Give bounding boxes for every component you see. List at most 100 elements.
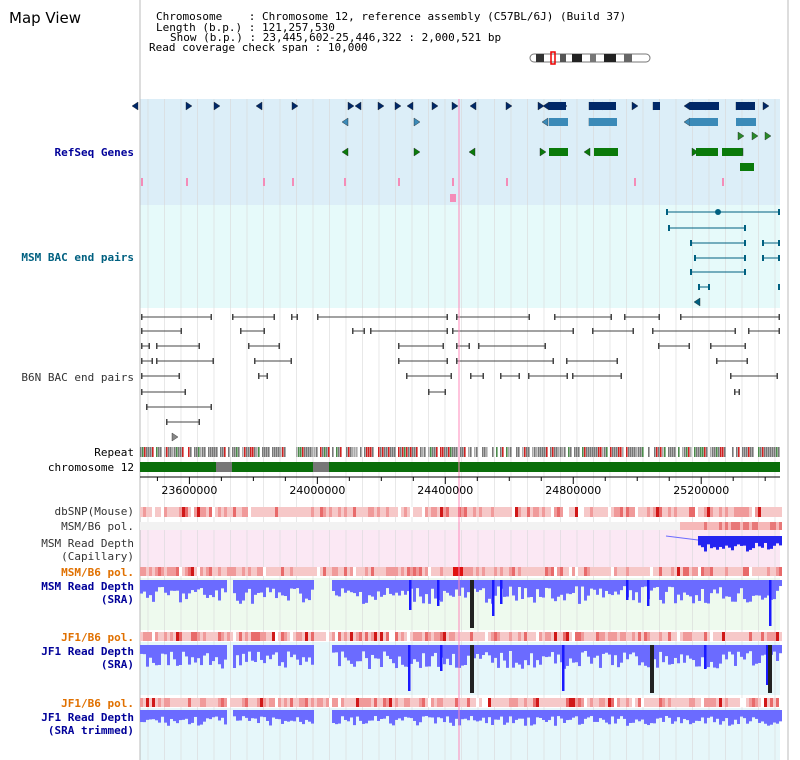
pol-heat-cell bbox=[428, 632, 431, 641]
pol-heat-cell bbox=[143, 698, 146, 707]
pol-heat-cell bbox=[761, 567, 764, 576]
pol-heat-cell bbox=[671, 698, 674, 707]
depth-bar bbox=[179, 645, 182, 665]
pol-heat-cell bbox=[695, 632, 698, 641]
repeat-element bbox=[536, 447, 538, 457]
pol-heat-cell bbox=[269, 632, 272, 641]
pol-heat-cell bbox=[155, 567, 158, 576]
repeat-element bbox=[614, 447, 616, 457]
pol-heat-cell bbox=[260, 522, 263, 530]
pol-heat-cell bbox=[635, 698, 638, 707]
pol-heat-cell bbox=[239, 698, 242, 707]
pol-heat-cell bbox=[152, 632, 155, 641]
depth-bar bbox=[716, 710, 719, 719]
bac-end bbox=[240, 328, 242, 334]
pol-heat-cell bbox=[299, 567, 302, 576]
depth-bar bbox=[764, 536, 767, 543]
depth-bar bbox=[731, 645, 734, 655]
pol-heat-cell bbox=[698, 507, 701, 517]
pol-heat-cell bbox=[557, 567, 560, 576]
repeat-element bbox=[278, 447, 280, 457]
depth-bar bbox=[659, 645, 662, 652]
depth-bar bbox=[587, 645, 590, 657]
pol-heat-cell bbox=[587, 698, 590, 707]
pol-heat-cell bbox=[278, 522, 281, 530]
pol-heat-cell bbox=[467, 567, 470, 576]
pol-heat-cell bbox=[515, 698, 518, 707]
pol-heat-cell bbox=[698, 567, 701, 576]
pol-heat-cell bbox=[434, 698, 437, 707]
pol-heat-cell bbox=[182, 522, 185, 530]
pol-heat-cell bbox=[341, 632, 344, 641]
pol-heat-cell bbox=[512, 522, 515, 530]
track-content[interactable] bbox=[131, 101, 782, 726]
pol-heat-cell bbox=[407, 567, 410, 576]
depth-bar bbox=[710, 536, 713, 549]
repeat-element bbox=[758, 447, 760, 457]
pol-heat-cell bbox=[164, 567, 167, 576]
pol-heat-cell bbox=[395, 522, 398, 530]
depth-bar bbox=[503, 645, 506, 661]
pol-heat-cell bbox=[266, 698, 269, 707]
pol-heat-cell bbox=[632, 567, 635, 576]
depth-bar bbox=[554, 645, 557, 664]
bac-end bbox=[398, 358, 400, 364]
repeat-element bbox=[562, 447, 564, 457]
pol-heat-cell bbox=[179, 507, 182, 517]
bac-end bbox=[744, 255, 746, 261]
pol-heat-cell bbox=[152, 522, 155, 530]
pol-heat-cell bbox=[518, 567, 521, 576]
repeat-element bbox=[406, 447, 408, 457]
depth-bar bbox=[527, 710, 530, 718]
pol-heat-cell bbox=[158, 567, 161, 576]
pol-heat-cell bbox=[215, 567, 218, 576]
repeat-element bbox=[502, 447, 504, 457]
pol-heat-cell bbox=[728, 632, 731, 641]
pol-heat-cell bbox=[377, 507, 380, 517]
repeat-element bbox=[198, 447, 200, 457]
pol-heat-cell bbox=[335, 507, 338, 517]
pol-heat-cell bbox=[650, 698, 653, 707]
pol-heat-cell bbox=[494, 522, 497, 530]
pol-heat-cell bbox=[425, 507, 428, 517]
depth-bar bbox=[671, 580, 674, 588]
depth-bar bbox=[578, 580, 581, 604]
depth-bar bbox=[638, 645, 641, 666]
repeat-element bbox=[738, 447, 740, 457]
repeat-element bbox=[268, 447, 270, 457]
pol-heat-cell bbox=[614, 567, 617, 576]
pol-heat-cell bbox=[422, 698, 425, 707]
pol-heat-cell bbox=[533, 507, 536, 517]
depth-bar bbox=[356, 710, 359, 717]
depth-bar bbox=[698, 645, 701, 667]
pol-heat-cell bbox=[308, 507, 311, 517]
repeat-element bbox=[554, 447, 556, 457]
repeat-element bbox=[684, 447, 686, 457]
depth-bar bbox=[266, 645, 269, 656]
pol-heat-cell bbox=[647, 632, 650, 641]
depth-bar bbox=[707, 710, 710, 718]
pol-heat-cell bbox=[506, 522, 509, 530]
depth-bar bbox=[653, 580, 656, 588]
pol-heat-cell bbox=[587, 507, 590, 517]
depth-bar bbox=[284, 710, 287, 721]
pol-heat-cell bbox=[608, 567, 611, 576]
pol-heat-cell bbox=[374, 632, 377, 641]
pol-heat-cell bbox=[473, 698, 476, 707]
repeat-element bbox=[416, 447, 418, 457]
depth-bar bbox=[485, 580, 488, 603]
chromosome-ideogram[interactable] bbox=[529, 51, 651, 65]
depth-bar bbox=[494, 645, 497, 658]
depth-bar bbox=[506, 710, 509, 723]
axis-tick-label: 23600000 bbox=[161, 484, 218, 497]
pol-heat-cell bbox=[413, 567, 416, 576]
pol-heat-cell bbox=[143, 507, 146, 517]
pol-heat-cell bbox=[284, 567, 287, 576]
pol-heat-cell bbox=[317, 698, 320, 707]
bac-end bbox=[296, 314, 298, 320]
pol-heat-cell bbox=[593, 567, 596, 576]
pol-heat-cell bbox=[521, 632, 524, 641]
repeat-element bbox=[314, 447, 316, 457]
depth-spike bbox=[492, 580, 495, 616]
